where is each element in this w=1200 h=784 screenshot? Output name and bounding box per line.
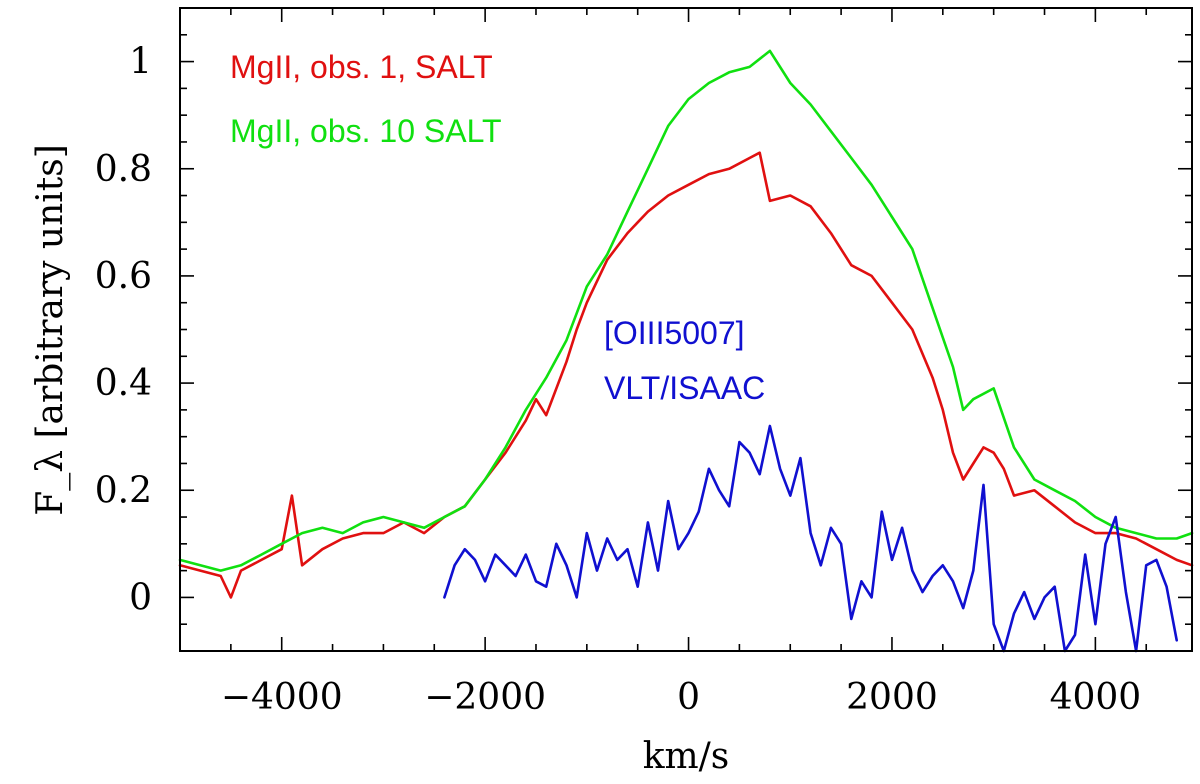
annotation-oiii-label: [OIII5007] bbox=[604, 315, 745, 351]
tick-layer bbox=[179, 8, 1192, 652]
series-line-1 bbox=[178, 49, 1194, 572]
legend-label-mgii-obs10: MgII, obs. 10 SALT bbox=[230, 113, 502, 149]
y-axis-label: F_λ [arbitrary units] bbox=[30, 144, 71, 516]
series-line-2 bbox=[443, 424, 1178, 653]
x-tick-label: 2000 bbox=[846, 677, 938, 718]
series-layer bbox=[178, 49, 1194, 653]
y-tick-label: 0.8 bbox=[95, 149, 152, 190]
y-tick-label: 0.2 bbox=[95, 470, 152, 511]
legend-label-mgii-obs1: MgII, obs. 1, SALT bbox=[230, 49, 493, 85]
tick-label-layer: −4000 −2000 0 2000 4000 0 0.2 0.4 0.6 0.8 1 bbox=[95, 42, 1141, 718]
y-tick-label: 0.4 bbox=[95, 363, 152, 404]
x-tick-label: 0 bbox=[677, 677, 700, 718]
x-tick-label: −2000 bbox=[424, 677, 546, 718]
x-tick-label: 4000 bbox=[1050, 677, 1142, 718]
y-tick-label: 0 bbox=[129, 577, 152, 618]
series-line-0 bbox=[178, 151, 1194, 599]
x-tick-label: −4000 bbox=[221, 677, 343, 718]
x-axis-label: km/s bbox=[643, 736, 730, 777]
annotation-instrument-label: VLT/ISAAC bbox=[604, 370, 765, 406]
y-tick-label: 1 bbox=[129, 42, 152, 83]
y-tick-label: 0.6 bbox=[95, 256, 152, 297]
